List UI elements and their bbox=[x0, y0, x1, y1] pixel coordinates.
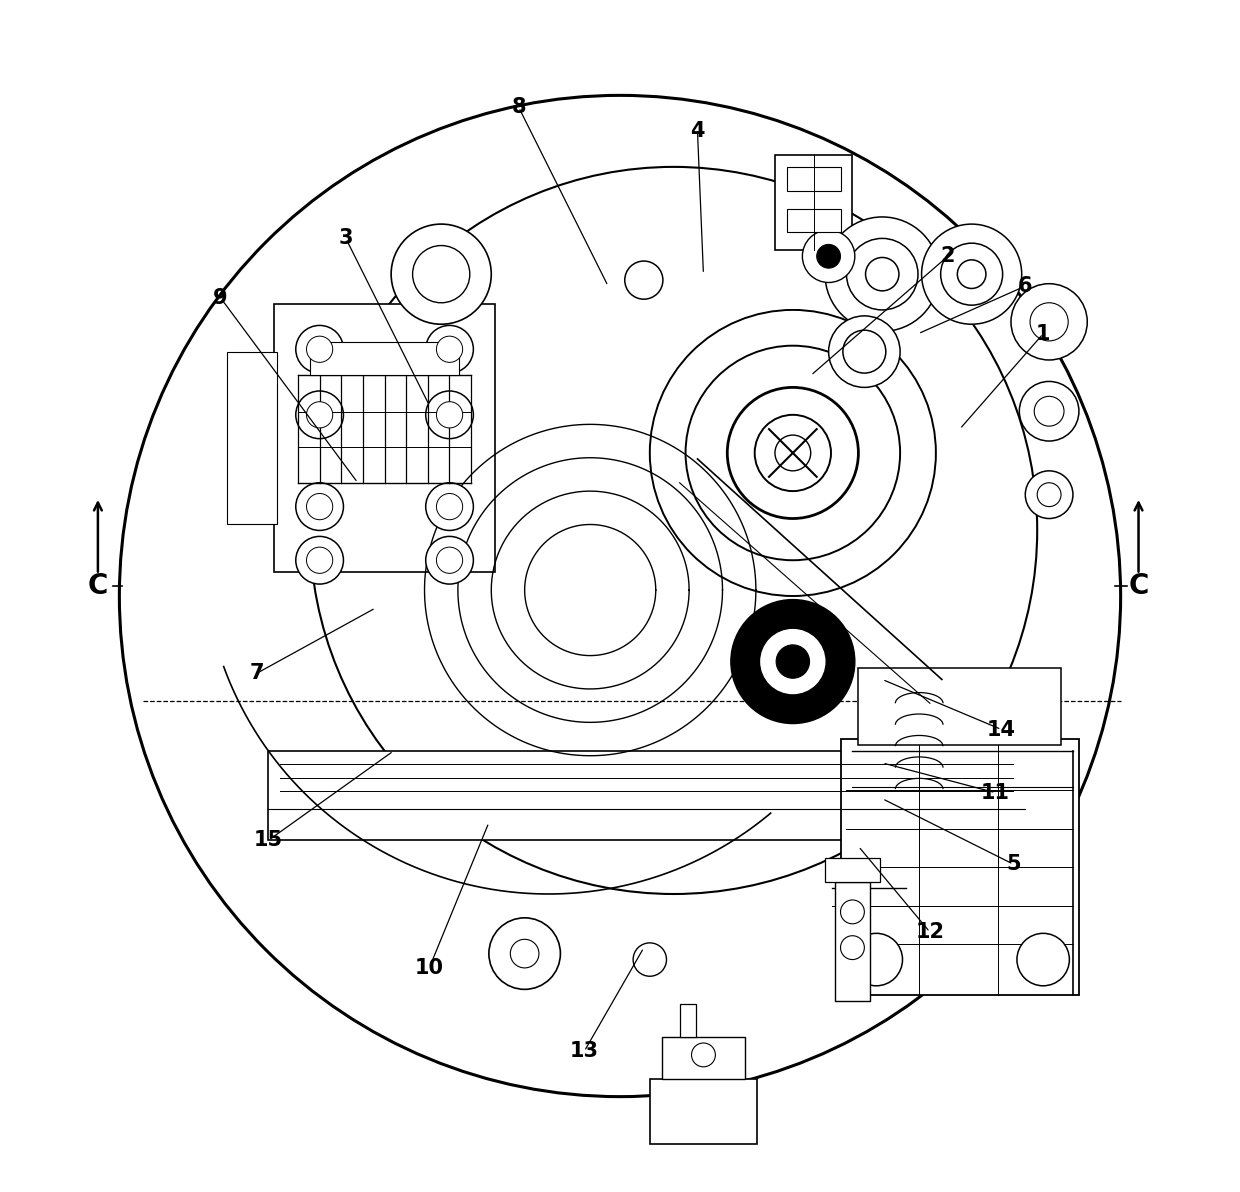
Text: 1: 1 bbox=[1035, 324, 1050, 343]
Circle shape bbox=[436, 547, 463, 573]
Circle shape bbox=[692, 1043, 715, 1067]
Circle shape bbox=[650, 310, 936, 596]
Bar bbox=[227, 352, 277, 524]
Bar bbox=[787, 209, 841, 232]
Circle shape bbox=[828, 316, 900, 387]
Text: 4: 4 bbox=[691, 122, 704, 141]
Bar bbox=[268, 751, 1025, 840]
Circle shape bbox=[759, 628, 826, 695]
Circle shape bbox=[634, 943, 666, 976]
Circle shape bbox=[957, 260, 986, 288]
Bar bbox=[650, 1079, 758, 1144]
Circle shape bbox=[436, 493, 463, 520]
Circle shape bbox=[296, 325, 343, 373]
Circle shape bbox=[306, 336, 332, 362]
Text: C: C bbox=[1128, 572, 1148, 601]
Bar bbox=[662, 1037, 745, 1079]
Circle shape bbox=[817, 244, 841, 268]
Circle shape bbox=[1037, 483, 1061, 507]
Circle shape bbox=[1019, 381, 1079, 441]
Circle shape bbox=[296, 391, 343, 439]
Circle shape bbox=[921, 224, 1022, 324]
Circle shape bbox=[728, 387, 858, 519]
Circle shape bbox=[296, 536, 343, 584]
Bar bbox=[680, 1004, 697, 1037]
Circle shape bbox=[1011, 284, 1087, 360]
Circle shape bbox=[436, 336, 463, 362]
Circle shape bbox=[776, 645, 810, 678]
Circle shape bbox=[1025, 471, 1073, 519]
Circle shape bbox=[1034, 396, 1064, 427]
Bar bbox=[787, 167, 841, 191]
Circle shape bbox=[306, 402, 332, 428]
Circle shape bbox=[847, 238, 918, 310]
Circle shape bbox=[775, 435, 811, 471]
Circle shape bbox=[843, 330, 885, 373]
Circle shape bbox=[306, 547, 332, 573]
Circle shape bbox=[941, 243, 1003, 305]
Circle shape bbox=[119, 95, 1121, 1097]
Text: 6: 6 bbox=[1018, 277, 1033, 296]
Circle shape bbox=[425, 483, 474, 530]
Text: 7: 7 bbox=[249, 664, 264, 683]
Bar bbox=[274, 304, 495, 572]
Circle shape bbox=[436, 402, 463, 428]
Circle shape bbox=[511, 939, 539, 968]
Circle shape bbox=[425, 391, 474, 439]
Bar bbox=[835, 882, 870, 1001]
Circle shape bbox=[306, 493, 332, 520]
Circle shape bbox=[1030, 303, 1068, 341]
Bar bbox=[841, 739, 1079, 995]
Text: 15: 15 bbox=[254, 831, 283, 850]
Text: 2: 2 bbox=[941, 247, 955, 266]
Circle shape bbox=[310, 167, 1037, 894]
Circle shape bbox=[413, 246, 470, 303]
Circle shape bbox=[730, 600, 854, 724]
Text: C: C bbox=[88, 572, 108, 601]
Text: 12: 12 bbox=[915, 923, 945, 942]
Circle shape bbox=[841, 900, 864, 924]
Text: 3: 3 bbox=[339, 229, 353, 248]
Circle shape bbox=[489, 918, 560, 989]
Text: 8: 8 bbox=[511, 98, 526, 117]
Bar bbox=[825, 858, 880, 882]
Circle shape bbox=[802, 230, 854, 283]
Text: 14: 14 bbox=[987, 720, 1016, 739]
Circle shape bbox=[686, 346, 900, 560]
Text: 9: 9 bbox=[213, 288, 228, 308]
Circle shape bbox=[296, 483, 343, 530]
Bar bbox=[858, 668, 1061, 745]
Circle shape bbox=[866, 257, 899, 291]
Circle shape bbox=[625, 261, 663, 299]
Bar bbox=[310, 342, 459, 375]
Circle shape bbox=[391, 224, 491, 324]
Circle shape bbox=[1017, 933, 1069, 986]
Circle shape bbox=[755, 415, 831, 491]
Circle shape bbox=[825, 217, 940, 331]
Circle shape bbox=[841, 936, 864, 960]
Circle shape bbox=[851, 933, 903, 986]
Bar bbox=[775, 155, 852, 250]
Circle shape bbox=[425, 536, 474, 584]
Text: 11: 11 bbox=[981, 783, 1009, 802]
Text: 5: 5 bbox=[1006, 855, 1021, 874]
Circle shape bbox=[425, 325, 474, 373]
Text: 13: 13 bbox=[569, 1042, 599, 1061]
Text: 10: 10 bbox=[414, 958, 444, 977]
